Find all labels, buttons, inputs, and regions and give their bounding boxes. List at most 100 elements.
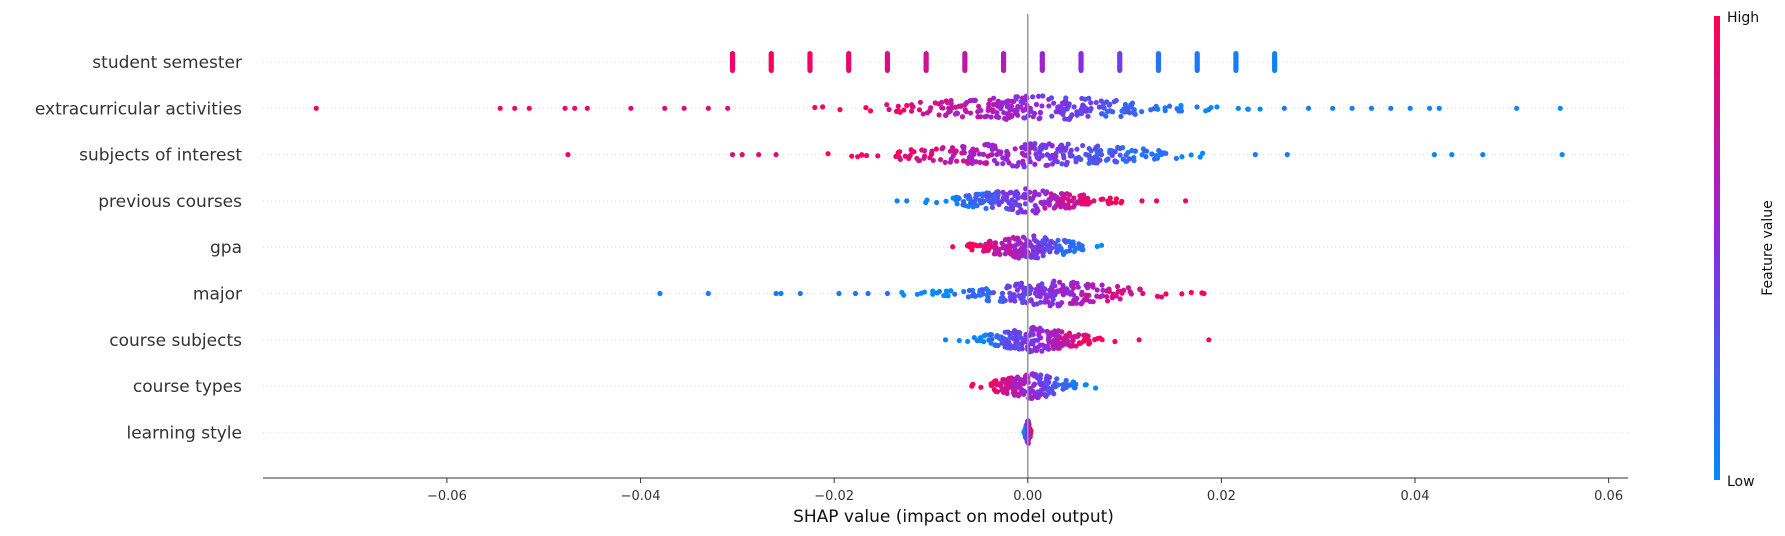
shap-point: [934, 199, 940, 206]
shap-point: [983, 160, 989, 167]
shap-point: [1050, 296, 1056, 303]
shap-point: [584, 105, 590, 111]
shap-point: [1033, 326, 1039, 332]
shap-point: [1368, 105, 1375, 111]
feature-label: gpa: [210, 238, 242, 258]
shap-point: [994, 151, 1000, 158]
shap-point: [1013, 191, 1020, 198]
shap-point: [1120, 156, 1126, 162]
shap-point: [1063, 95, 1069, 101]
shap-point: [1080, 142, 1086, 149]
shap-point: [1055, 303, 1061, 309]
shap-point: [1074, 146, 1080, 152]
shap-point: [836, 290, 842, 297]
shap-point: [1103, 157, 1110, 163]
shap-point: [1058, 148, 1064, 154]
shap-point: [1002, 115, 1008, 122]
shap-point: [1163, 150, 1169, 157]
shap-point: [1407, 105, 1413, 111]
shap-point: [1036, 330, 1042, 336]
shap-point: [1064, 191, 1070, 197]
shap-point: [984, 297, 990, 303]
shap-point: [1139, 152, 1145, 158]
shap-point: [994, 110, 1000, 116]
shap-point: [979, 191, 986, 197]
shap-point: [1514, 105, 1520, 111]
shap-point: [1029, 348, 1035, 354]
shap-point: [954, 110, 960, 116]
shap-point: [1050, 383, 1056, 389]
shap-point: [1188, 289, 1194, 296]
shap-point: [989, 204, 996, 210]
shap-point: [1061, 203, 1068, 210]
shap-point: [1064, 290, 1071, 296]
shap-point: [1006, 381, 1012, 388]
shap-point: [895, 107, 901, 114]
shap-point: [1245, 106, 1251, 112]
shap-point: [662, 105, 668, 111]
shap-point: [1059, 100, 1066, 106]
colorbar: High Low Feature value: [1714, 10, 1776, 490]
shap-point: [1058, 144, 1065, 150]
shap-point: [1064, 333, 1070, 339]
shap-point: [1070, 334, 1077, 340]
shap-point: [1131, 157, 1137, 164]
shap-point: [1048, 95, 1055, 101]
shap-point: [1139, 109, 1145, 115]
shap-point: [984, 292, 990, 298]
shap-point: [1060, 251, 1067, 257]
shap-point: [1086, 341, 1092, 347]
shap-point: [1094, 243, 1100, 250]
shap-point: [975, 114, 981, 120]
shap-point: [807, 51, 813, 73]
shap-point: [1119, 290, 1125, 296]
x-axis: −0.06 −0.04 −0.02 0.00 0.02 0.04 0.06: [263, 477, 1628, 504]
shap-point: [1060, 292, 1066, 298]
shap-point: [908, 147, 914, 153]
shap-point: [1037, 294, 1043, 300]
shap-point: [562, 105, 568, 111]
shap-point: [729, 51, 736, 73]
shap-point: [1079, 243, 1085, 249]
shap-point: [1086, 145, 1092, 152]
shap-point: [1078, 51, 1084, 73]
shap-point: [820, 104, 826, 110]
shap-point: [1059, 299, 1065, 306]
shap-point: [1178, 104, 1184, 111]
shap-point: [1139, 198, 1145, 204]
shap-point: [1431, 152, 1437, 158]
colorbar-gradient: [1714, 16, 1720, 480]
shap-point: [1098, 152, 1105, 158]
shap-point: [1137, 286, 1143, 293]
shap-point: [1002, 344, 1008, 350]
shap-point: [977, 198, 983, 204]
shap-point: [1050, 343, 1056, 349]
shap-point: [1006, 339, 1012, 346]
shap-point: [1330, 105, 1336, 111]
shap-point: [930, 288, 936, 295]
shap-point: [859, 152, 865, 158]
shap-point: [921, 155, 927, 161]
shap-point: [1349, 105, 1355, 111]
shap-point: [1035, 93, 1042, 99]
shap-point: [1027, 143, 1033, 150]
shap-point: [1011, 382, 1017, 389]
shap-point: [983, 241, 989, 247]
shap-point: [1119, 108, 1125, 114]
shap-point: [849, 153, 855, 159]
x-tick-label: −0.04: [621, 489, 661, 504]
shap-point: [904, 102, 910, 109]
shap-point: [729, 152, 736, 158]
shap-point: [1004, 386, 1010, 392]
shap-point: [1083, 151, 1089, 157]
shap-point: [1022, 115, 1028, 121]
shap-point: [1094, 287, 1100, 293]
shap-point: [1257, 106, 1263, 112]
shap-point: [989, 146, 995, 153]
shap-point: [1098, 242, 1105, 248]
shap-point: [1082, 335, 1088, 341]
shap-point: [894, 198, 900, 204]
shap-point: [1014, 341, 1021, 347]
shap-point: [1206, 337, 1212, 343]
shap-point: [1083, 108, 1089, 114]
